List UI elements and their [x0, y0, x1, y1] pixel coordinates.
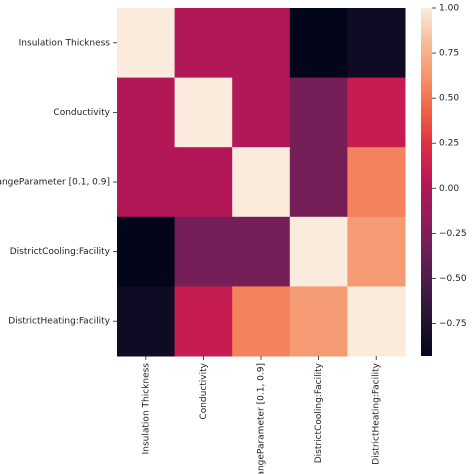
heatmap-cell: [289, 147, 348, 218]
colorbar-tick-label: 0.50: [439, 94, 459, 104]
y-tick-label: Conductivity: [53, 108, 110, 118]
heatmap-cell: [174, 286, 233, 357]
heatmap-cell: [289, 286, 348, 357]
heatmap-cell: [232, 147, 291, 218]
heatmap-cell: [117, 77, 176, 148]
heatmap-cell: [232, 8, 291, 79]
heatmap-cell: [232, 216, 291, 287]
heatmap-cell: [174, 8, 233, 79]
y-tick-label: RangeParameter [0.1, 0.9]: [0, 178, 110, 188]
x-tick-label: RangeParameter [0.1, 0.9]: [257, 363, 267, 474]
heatmap-cell: [174, 147, 233, 218]
heatmap-cell: [289, 8, 348, 79]
heatmap-cell: [117, 216, 176, 287]
heatmap-cell: [117, 8, 176, 79]
heatmap-cell: [347, 8, 406, 79]
heatmap-cell: [289, 216, 348, 287]
heatmap-cell: [289, 77, 348, 148]
heatmap-cell: [347, 286, 406, 357]
x-tick-label: DistrictHeating:Facility: [372, 362, 382, 464]
colorbar-tick-label: 1.00: [439, 4, 459, 14]
colorbar-tick-label: 0.75: [439, 49, 459, 59]
heatmap-cell: [174, 77, 233, 148]
heatmap-cell: [347, 216, 406, 287]
heatmap-cell: [232, 77, 291, 148]
y-tick-label: Insulation Thickness: [19, 38, 111, 48]
y-tick-label: DistrictHeating:Facility: [8, 317, 110, 327]
y-tick-label: DistrictCooling:Facility: [10, 247, 111, 257]
x-tick-label: Conductivity: [199, 362, 209, 419]
x-tick-label: Insulation Thickness: [141, 363, 151, 455]
colorbar-tick-label: 0.25: [439, 139, 459, 149]
heatmap-cell: [232, 286, 291, 357]
colorbar: [421, 8, 432, 356]
heatmap-cell: [347, 147, 406, 218]
heatmap-cell: [117, 286, 176, 357]
colorbar-tick-label: 0.00: [439, 184, 459, 194]
heatmap-cell: [117, 147, 176, 218]
x-tick-label: DistrictCooling:Facility: [314, 362, 324, 463]
heatmap-cell: [174, 216, 233, 287]
colorbar-tick-label: −0.50: [439, 274, 467, 284]
colorbar-tick-label: −0.25: [439, 229, 467, 239]
colorbar-tick-label: −0.75: [439, 319, 467, 329]
heatmap-cell: [347, 77, 406, 148]
